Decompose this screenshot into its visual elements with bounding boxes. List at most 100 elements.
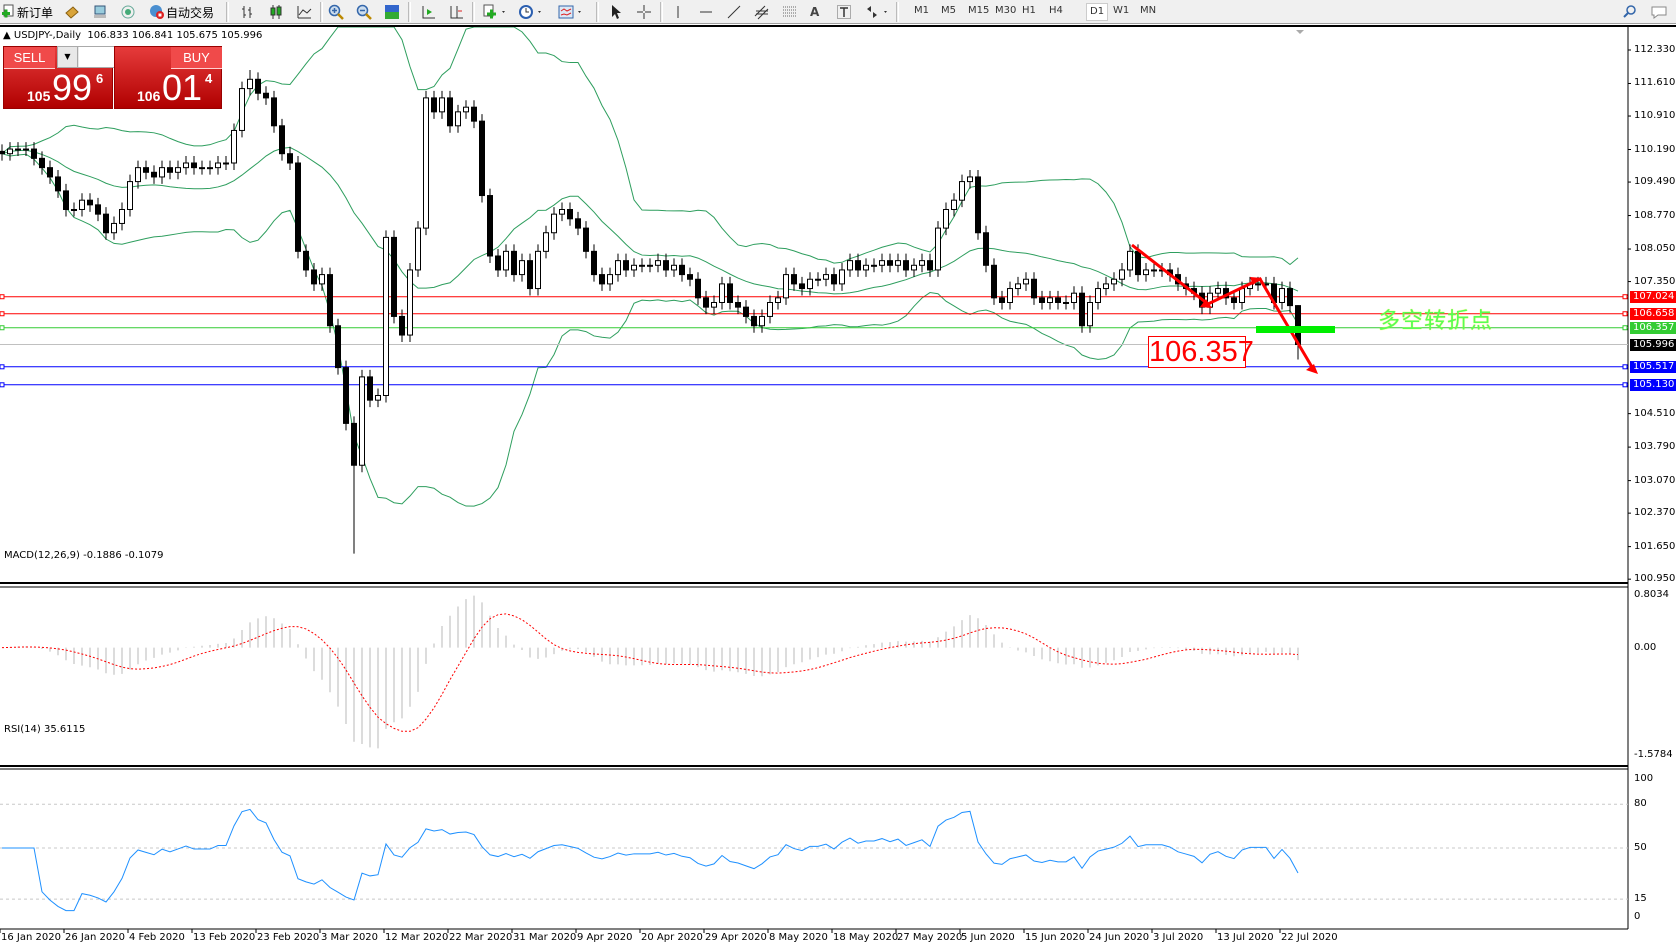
candle-body [999,297,1005,303]
time-axis-label: 4 Feb 2020 [129,932,185,943]
rsi-axis-label: 15 [1634,893,1647,905]
text-label-icon[interactable] [836,3,852,21]
bar-chart-icon[interactable] [240,3,256,21]
chart-window[interactable]: ▲ USDJPY-,Daily 106.833 106.841 105.675 … [0,25,1676,947]
rsi-axis-label: 0 [1634,911,1641,922]
time-axis-label: 22 Jul 2020 [1281,932,1338,943]
zoom-in-icon[interactable] [328,3,344,21]
tile-windows-icon[interactable] [384,3,400,21]
candle-body [95,204,101,215]
candle-body [639,264,645,267]
cursor-icon[interactable] [608,3,624,21]
text-icon[interactable]: A [810,5,820,19]
symbol-timeframe: USDJPY-,Daily [13,30,82,41]
collapse-triangle-icon[interactable]: ▲ [3,30,11,41]
candle-body [367,376,373,401]
candle-body [463,106,469,113]
candle-body [543,232,549,252]
candle-body [527,260,533,290]
lot-decrease-button[interactable]: ▼ [58,47,78,67]
fibonacci-icon[interactable] [782,3,798,21]
candle-body [647,264,653,267]
candle-body [863,264,869,271]
candle-body [1007,288,1013,303]
period-h1[interactable]: H1 [1022,5,1036,16]
candle-body [839,269,845,285]
macd-axis-label: -1.5784 [1634,749,1673,760]
period-w1[interactable]: W1 [1113,5,1130,16]
period-m1[interactable]: M1 [914,5,929,16]
signals-icon[interactable] [120,3,136,21]
candle-body [871,264,877,267]
crosshair-icon[interactable] [636,3,652,21]
bid-price-pip: 6 [96,71,104,86]
candle-body [599,274,605,285]
navigator-icon[interactable] [92,3,108,21]
horizontal-line-icon[interactable] [698,3,714,21]
buy-panel[interactable]: BUY 106 01 4 [114,46,222,109]
candle-body [239,88,245,131]
candle-body [71,208,77,211]
price-axis-label: 110.190 [1634,143,1676,155]
candle-body [383,236,389,396]
rsi-line [2,808,1299,912]
level-price-tag[interactable]: 105.130 [1630,378,1676,391]
level-price-tag[interactable]: 105.517 [1630,360,1676,373]
candle-body [887,260,893,266]
market-watch-icon[interactable] [64,3,80,21]
candle-body [727,283,733,303]
trendline-icon[interactable] [726,3,742,21]
period-m15[interactable]: M15 [968,5,990,16]
periods-icon[interactable] [518,3,544,21]
price-chart[interactable] [0,27,1676,949]
macd-label: MACD(12,26,9) -0.1886 -0.1079 [4,550,164,561]
level-price-tag[interactable]: 106.658 [1630,307,1676,320]
period-h4[interactable]: H4 [1049,5,1063,16]
period-m30[interactable]: M30 [995,5,1017,16]
search-icon[interactable] [1622,3,1638,21]
candle-body [407,269,413,336]
price-axis-label: 111.610 [1634,77,1676,89]
level-handle-icon [1622,325,1628,331]
sell-button[interactable]: SELL [4,47,55,69]
zoom-out-icon[interactable] [356,3,372,21]
annotation-pivot-text[interactable]: 多空转折点 [1378,309,1494,334]
candle-body [903,260,909,271]
annotation-arrow-path [1131,243,1314,368]
chat-icon[interactable] [1650,3,1670,21]
candlestick-icon[interactable] [268,3,284,21]
candle-body [1079,292,1085,327]
level-price-tag[interactable]: 107.024 [1630,290,1676,303]
chart-shift-icon[interactable] [448,3,464,21]
vertical-line-icon[interactable] [670,3,686,21]
auto-trading-button[interactable]: 自动交易 [148,3,214,21]
level-handle-icon [1622,294,1628,300]
level-price-tag[interactable]: 106.357 [1630,321,1676,334]
candle-body [335,325,341,369]
candle-body [679,264,685,276]
period-mn[interactable]: MN [1140,5,1157,16]
bid-price-prefix: 105 [27,88,51,104]
rsi-axis-label: 100 [1634,773,1654,784]
buy-button[interactable]: BUY [171,47,222,69]
auto-scroll-icon[interactable] [420,3,436,21]
annotation-price-label[interactable]: 106.357 [1148,336,1254,368]
candle-body [783,274,789,299]
period-d1[interactable]: D1 [1086,3,1109,21]
equidistant-channel-icon[interactable] [754,3,770,21]
templates-icon[interactable] [558,3,584,21]
new-order-button[interactable]: 新订单 [1,3,53,21]
candle-body [207,167,213,170]
candle-body [303,250,309,271]
price-axis-label: 103.070 [1634,474,1676,486]
candle-body [1039,297,1045,303]
candle-body [575,218,581,229]
line-chart-icon[interactable] [296,3,312,21]
candle-body [703,297,709,308]
indicators-icon[interactable] [482,3,508,21]
arrows-icon[interactable] [864,3,890,21]
time-axis-label: 29 Apr 2020 [705,932,767,943]
level-price-tag[interactable]: 105.996 [1630,338,1676,351]
candle-body [591,250,597,276]
period-m5[interactable]: M5 [941,5,956,16]
